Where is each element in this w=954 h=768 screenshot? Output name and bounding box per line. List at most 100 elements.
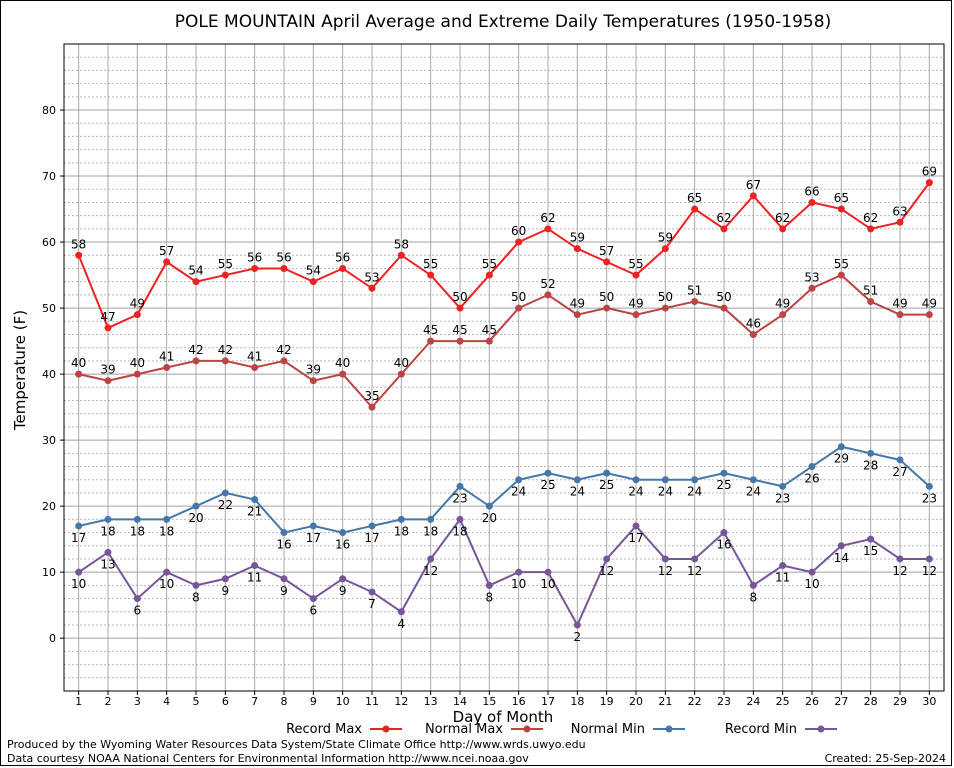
data-label: 10: [804, 577, 819, 591]
data-point: [544, 568, 552, 576]
x-tick-label: 14: [453, 695, 467, 708]
data-point: [163, 258, 171, 266]
data-label: 58: [71, 237, 86, 251]
data-label: 29: [834, 452, 849, 466]
data-point: [427, 337, 435, 345]
legend-label: Record Max: [286, 722, 362, 737]
data-point: [896, 311, 904, 319]
x-tick-label: 5: [193, 695, 200, 708]
data-label: 55: [834, 257, 849, 271]
data-point: [397, 370, 405, 378]
data-label: 41: [247, 350, 262, 364]
data-point: [632, 271, 640, 279]
data-label: 4: [398, 617, 406, 631]
data-point: [397, 515, 405, 523]
data-point: [251, 562, 259, 570]
data-label: 16: [276, 538, 291, 552]
data-label: 10: [71, 577, 86, 591]
data-label: 50: [511, 290, 526, 304]
data-point: [456, 304, 464, 312]
data-point: [251, 264, 259, 272]
x-tick-label: 6: [222, 695, 229, 708]
data-point: [661, 245, 669, 253]
data-label: 24: [687, 485, 702, 499]
data-label: 18: [452, 524, 467, 538]
x-tick-label: 27: [834, 695, 848, 708]
data-point: [163, 364, 171, 371]
data-label: 65: [834, 191, 849, 205]
y-tick-label: 10: [42, 566, 56, 579]
data-label: 24: [570, 485, 585, 499]
data-point: [309, 377, 317, 385]
data-label: 18: [159, 524, 174, 538]
legend-label: Normal Min: [571, 722, 645, 737]
data-label: 25: [540, 478, 555, 492]
data-point: [456, 482, 464, 490]
data-label: 2: [574, 630, 582, 644]
data-label: 62: [775, 211, 790, 225]
x-tick-label: 12: [394, 695, 408, 708]
x-tick-label: 7: [251, 695, 258, 708]
data-label: 7: [368, 597, 376, 611]
footer-created: Created: 25-Sep-2024: [824, 752, 946, 765]
data-point: [133, 370, 141, 378]
data-point: [456, 515, 464, 523]
data-point: [573, 621, 581, 629]
legend-label: Normal Max: [425, 722, 503, 737]
x-tick-label: 30: [922, 695, 936, 708]
plot-area: [64, 44, 944, 691]
x-tick-label: 25: [776, 695, 790, 708]
legend-marker: [817, 725, 825, 733]
legend-marker: [382, 725, 390, 733]
data-point: [867, 225, 875, 233]
data-point: [808, 284, 816, 292]
data-point: [280, 264, 288, 272]
data-point: [603, 469, 611, 477]
footer-data-courtesy: Data courtesy NOAA National Centers for …: [7, 752, 529, 765]
data-point: [837, 205, 845, 213]
data-label: 22: [218, 498, 233, 512]
data-point: [749, 330, 757, 338]
data-point: [515, 476, 523, 484]
data-label: 45: [423, 323, 438, 337]
x-tick-label: 26: [805, 695, 819, 708]
footer-produced-by: Produced by the Wyoming Water Resources …: [7, 738, 586, 751]
data-point: [192, 581, 200, 589]
data-point: [485, 502, 493, 510]
data-point: [749, 476, 757, 484]
data-label: 12: [892, 564, 907, 578]
series-line: [78, 445, 931, 534]
x-tick-label: 23: [717, 695, 731, 708]
data-point: [280, 529, 288, 537]
data-point: [221, 575, 229, 583]
data-point: [749, 581, 757, 589]
data-point: [192, 357, 200, 365]
data-point: [691, 297, 699, 305]
data-label: 56: [335, 250, 350, 264]
data-label: 39: [306, 363, 321, 377]
data-point: [339, 370, 347, 378]
y-tick-label: 60: [42, 236, 56, 249]
data-label: 57: [599, 244, 614, 258]
data-point: [104, 377, 112, 385]
data-label: 62: [716, 211, 731, 225]
series-layer: [75, 179, 933, 629]
data-label: 40: [130, 356, 145, 370]
data-point: [925, 179, 933, 187]
data-label: 10: [511, 577, 526, 591]
data-point: [339, 264, 347, 272]
legend-marker: [665, 725, 673, 733]
data-label: 16: [335, 538, 350, 552]
data-point: [309, 278, 317, 286]
data-point: [573, 311, 581, 319]
data-point: [75, 568, 83, 576]
data-label: 55: [218, 257, 233, 271]
data-point: [691, 476, 699, 484]
data-point: [837, 271, 845, 279]
data-label: 49: [570, 297, 585, 311]
data-point: [192, 502, 200, 510]
data-point: [896, 218, 904, 226]
data-point: [485, 271, 493, 279]
data-label: 8: [486, 590, 494, 604]
data-point: [867, 449, 875, 457]
